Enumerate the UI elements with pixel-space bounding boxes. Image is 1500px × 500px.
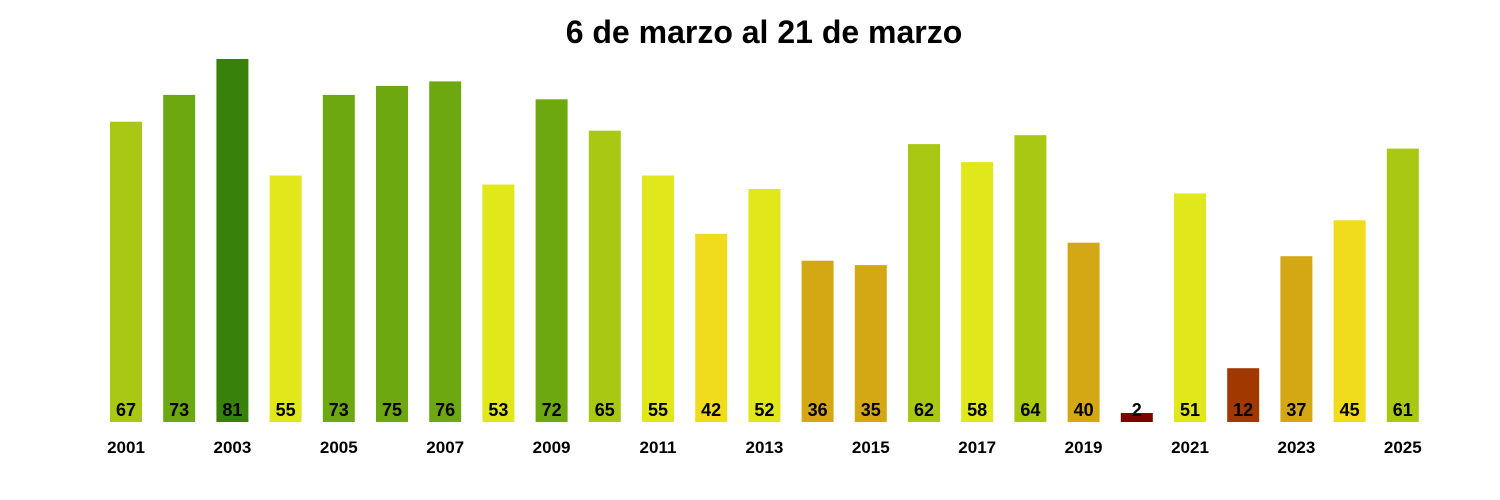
x-tick-label-2009: 2009 [533,438,571,457]
value-label-2004: 55 [276,400,296,420]
value-label-2010: 65 [595,400,615,420]
bar-2016 [908,144,940,422]
value-label-2017: 58 [967,400,987,420]
bar-2015 [854,265,887,422]
value-label-2020: 2 [1132,400,1142,420]
bar-2012 [695,233,728,422]
x-tick-label-2015: 2015 [852,438,890,457]
value-label-2021: 51 [1180,400,1200,420]
x-tick-label-2007: 2007 [426,438,464,457]
bar-2017 [961,162,994,422]
bar-2010 [588,130,621,422]
bar-2011 [642,175,674,422]
x-tick-label-2019: 2019 [1065,438,1103,457]
x-tick-label-2021: 2021 [1171,438,1209,457]
bar-2021 [1174,193,1206,422]
value-label-2003: 81 [222,400,242,420]
value-label-2002: 73 [169,400,189,420]
value-labels-layer: 67 73 81 55 73 75 76 53 72 65 55 42 52 36 35 62 58 64 40 2 5… [116,400,1413,420]
bar-2006 [376,85,408,423]
bar-2005 [322,94,355,423]
value-label-2008: 53 [488,400,508,420]
bar-2008 [482,184,515,422]
bar-2022 [1227,368,1260,422]
bar-2003 [216,59,249,422]
value-label-2024: 45 [1340,400,1360,420]
bar-2001 [110,121,142,422]
bar-2024 [1333,220,1366,422]
value-label-2018: 64 [1020,400,1040,420]
bar-2020 [1120,413,1153,422]
value-label-2006: 75 [382,400,402,420]
value-label-2001: 67 [116,400,136,420]
bar-2023 [1280,256,1313,422]
x-tick-label-2013: 2013 [745,438,783,457]
x-tick-label-2023: 2023 [1277,438,1315,457]
bar-2019 [1067,242,1100,422]
x-tick-label-2011: 2011 [640,438,677,457]
value-label-2015: 35 [861,400,881,420]
value-label-2016: 62 [914,400,934,420]
x-axis-ticks: 2001 2003 2005 2007 2009 2011 2013 2015 2017 2019… [107,438,1422,457]
value-label-2025: 61 [1393,400,1413,420]
bar-2002 [163,94,196,423]
x-tick-label-2005: 2005 [320,438,358,457]
value-label-2009: 72 [542,400,562,420]
value-label-2014: 36 [808,400,828,420]
x-tick-label-2001: 2001 [107,438,145,457]
bars-layer [110,59,1419,423]
value-label-2011: 55 [648,400,668,420]
bar-2004 [269,175,302,422]
value-label-2022: 12 [1233,400,1253,420]
bar-2018 [1014,135,1047,422]
bar-2007 [429,81,462,423]
bar-2014 [801,260,834,422]
chart-title: 6 de marzo al 21 de marzo [566,14,963,50]
value-label-2013: 52 [754,400,774,420]
value-label-2019: 40 [1074,400,1094,420]
value-label-2007: 76 [435,400,455,420]
x-tick-label-2003: 2003 [213,438,251,457]
value-label-2023: 37 [1286,400,1306,420]
bar-2013 [748,189,781,422]
value-label-2005: 73 [329,400,349,420]
value-label-2012: 42 [701,400,721,420]
bar-2009 [535,99,568,423]
x-tick-label-2025: 2025 [1384,438,1422,457]
bar-2025 [1386,148,1419,422]
x-tick-label-2017: 2017 [958,438,996,457]
